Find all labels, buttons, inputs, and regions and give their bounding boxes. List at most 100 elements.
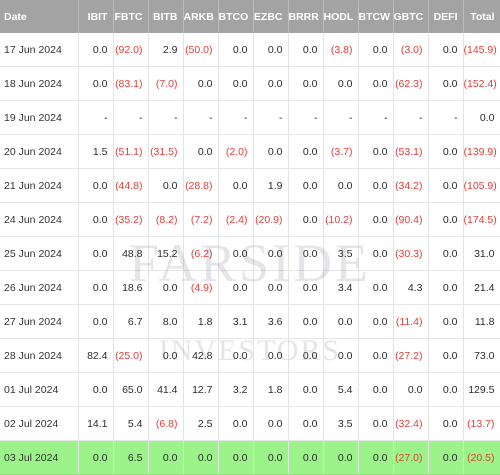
cell-brrr: 0.0	[288, 270, 324, 305]
cell-arkb: 2.5	[183, 406, 219, 441]
column-header-date[interactable]: Date	[0, 0, 79, 33]
cell-hodl: 0.0	[323, 304, 359, 339]
table-row: 20 Jun 2024 1.5 (51.1) (31.5) 0.0 (2.0) 0.0 0.0…	[0, 134, 500, 169]
cell-ibit: 0.0	[78, 66, 114, 101]
cell-btco: -	[218, 100, 254, 135]
cell-fbtc: (44.8)	[113, 168, 149, 203]
table-row: 18 Jun 2024 0.0 (83.1) (7.0) 0.0 0.0 0.0 0.0 0.0…	[0, 66, 500, 101]
cell-arkb: (50.0)	[183, 33, 219, 67]
table-row: 24 Jun 2024 0.0 (35.2) (8.2) (7.2) (2.4) (20.9…	[0, 202, 500, 237]
cell-total: (13.7)	[463, 406, 500, 441]
cell-bitb: 41.4	[148, 372, 184, 407]
cell-ibit: 14.1	[78, 406, 114, 441]
cell-hodl: 3.5	[323, 406, 359, 441]
cell-ezbc: (20.9)	[253, 202, 289, 237]
cell-btcw: 0.0	[358, 440, 394, 475]
cell-ibit: 0.0	[78, 304, 114, 339]
cell-defi: 0.0	[428, 372, 464, 407]
cell-brrr: 0.0	[288, 202, 324, 237]
table-row: 03 Jul 2024 0.0 6.5 0.0 0.0 0.0 0.0 0.0 0.0 0.0 (2…	[0, 440, 500, 475]
cell-fbtc: 48.8	[113, 236, 149, 271]
cell-btco: 0.0	[218, 440, 254, 475]
cell-ezbc: -	[253, 100, 289, 135]
cell-brrr: 0.0	[288, 33, 324, 67]
cell-arkb: (28.8)	[183, 168, 219, 203]
cell-fbtc: (25.0)	[113, 338, 149, 373]
cell-defi: 0.0	[428, 270, 464, 305]
cell-defi: 0.0	[428, 440, 464, 475]
column-header-defi[interactable]: DEFI	[428, 0, 464, 33]
column-header-bitb[interactable]: BITB	[148, 0, 184, 33]
cell-defi: 0.0	[428, 66, 464, 101]
column-header-btco[interactable]: BTCO	[218, 0, 254, 33]
row-date: 20 Jun 2024	[0, 134, 79, 169]
table-row: 21 Jun 2024 0.0 (44.8) 0.0 (28.8) 0.0 1.9 0.0 0.…	[0, 168, 500, 203]
cell-bitb: (31.5)	[148, 134, 184, 169]
column-header-ezbc[interactable]: EZBC	[253, 0, 289, 33]
cell-total: 21.4	[463, 270, 500, 305]
cell-ezbc: 0.0	[253, 134, 289, 169]
cell-bitb: (6.8)	[148, 406, 184, 441]
cell-ibit: 0.0	[78, 440, 114, 475]
column-header-hodl[interactable]: HODL	[323, 0, 359, 33]
cell-defi: -	[428, 100, 464, 135]
cell-fbtc: 65.0	[113, 372, 149, 407]
table-row: 25 Jun 2024 0.0 48.8 15.2 (6.2) 0.0 0.0 0.0 3.5 0…	[0, 236, 500, 271]
cell-brrr: 0.0	[288, 338, 324, 373]
cell-gbtc: 0.0	[393, 372, 429, 407]
column-header-brrr[interactable]: BRRR	[288, 0, 324, 33]
cell-bitb: 2.9	[148, 33, 184, 67]
table-row: 28 Jun 2024 82.4 (25.0) 0.0 42.8 0.0 0.0 0.0 0.0…	[0, 338, 500, 373]
cell-bitb: 8.0	[148, 304, 184, 339]
column-header-fbtc[interactable]: FBTC	[113, 0, 149, 33]
cell-hodl: (3.7)	[323, 134, 359, 169]
cell-arkb: 0.0	[183, 134, 219, 169]
cell-gbtc: (27.0)	[393, 440, 429, 475]
cell-arkb: 1.8	[183, 304, 219, 339]
cell-bitb: 0.0	[148, 338, 184, 373]
column-header-ibit[interactable]: IBIT	[78, 0, 114, 33]
row-date: 18 Jun 2024	[0, 66, 79, 101]
cell-defi: 0.0	[428, 406, 464, 441]
cell-defi: 0.0	[428, 33, 464, 67]
row-date: 03 Jul 2024	[0, 440, 79, 475]
column-header-gbtc[interactable]: GBTC	[393, 0, 429, 33]
cell-ezbc: 0.0	[253, 236, 289, 271]
cell-hodl: 3.4	[323, 270, 359, 305]
cell-total: (139.9)	[463, 134, 500, 169]
cell-hodl: (10.2)	[323, 202, 359, 237]
cell-brrr: 0.0	[288, 372, 324, 407]
cell-gbtc: (11.4)	[393, 304, 429, 339]
column-header-total[interactable]: Total	[463, 0, 500, 33]
cell-gbtc: 4.3	[393, 270, 429, 305]
cell-gbtc: (32.4)	[393, 406, 429, 441]
row-date: 27 Jun 2024	[0, 304, 79, 339]
cell-arkb: (4.9)	[183, 270, 219, 305]
row-date: 24 Jun 2024	[0, 202, 79, 237]
cell-bitb: (7.0)	[148, 66, 184, 101]
cell-brrr: 0.0	[288, 440, 324, 475]
cell-defi: 0.0	[428, 236, 464, 271]
cell-btco: 3.2	[218, 372, 254, 407]
column-header-btcw[interactable]: BTCW	[358, 0, 394, 33]
cell-bitb: 0.0	[148, 440, 184, 475]
cell-gbtc: (34.2)	[393, 168, 429, 203]
column-header-arkb[interactable]: ARKB	[183, 0, 219, 33]
cell-ezbc: 0.0	[253, 270, 289, 305]
cell-ibit: -	[78, 100, 114, 135]
cell-fbtc: (83.1)	[113, 66, 149, 101]
cell-fbtc: (92.0)	[113, 33, 149, 67]
cell-btco: 3.1	[218, 304, 254, 339]
cell-btcw: 0.0	[358, 33, 394, 67]
cell-btco: 0.0	[218, 406, 254, 441]
cell-fbtc: 6.5	[113, 440, 149, 475]
cell-btco: (2.4)	[218, 202, 254, 237]
cell-btcw: 0.0	[358, 338, 394, 373]
cell-arkb: -	[183, 100, 219, 135]
cell-ezbc: 3.6	[253, 304, 289, 339]
cell-ibit: 0.0	[78, 236, 114, 271]
cell-hodl: 5.4	[323, 372, 359, 407]
cell-arkb: 0.0	[183, 440, 219, 475]
cell-brrr: 0.0	[288, 304, 324, 339]
